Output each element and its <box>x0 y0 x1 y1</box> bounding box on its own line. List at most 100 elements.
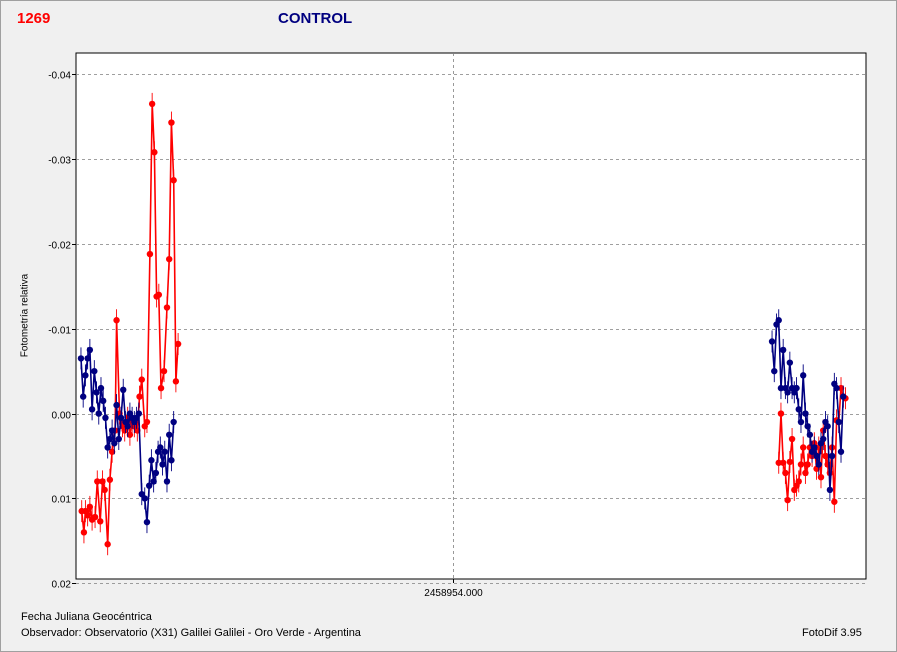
series-2-point <box>170 418 177 426</box>
series-1-point <box>86 503 94 511</box>
series-2-point <box>768 338 776 345</box>
series-1-point <box>143 418 151 426</box>
y-tick-label: -0.04 <box>48 71 71 82</box>
series-1-point <box>160 367 168 375</box>
series-2-point <box>828 452 836 460</box>
y-tick-label: 0.02 <box>52 580 72 591</box>
y-tick-label: -0.03 <box>48 156 71 167</box>
series-1-point <box>91 513 99 521</box>
series-2-point <box>833 384 840 392</box>
series-2-point <box>117 414 125 422</box>
observer-label: Observador: Observatorio (X31) Galilei G… <box>21 627 361 639</box>
y-tick-label: -0.01 <box>48 326 71 337</box>
series-2-point <box>104 444 111 451</box>
series-1-point <box>775 459 782 466</box>
series-2-point <box>108 427 116 434</box>
series-2-point <box>826 486 834 494</box>
series-2-point <box>779 346 787 354</box>
series-1-point <box>108 448 116 455</box>
series-2-point <box>166 431 173 438</box>
series-2-point <box>163 478 171 485</box>
series-1-point <box>104 541 111 548</box>
series-2-point <box>115 435 122 443</box>
series-2-point <box>95 410 102 417</box>
series-2-point <box>784 389 791 396</box>
series-2-point <box>79 393 87 400</box>
series-1-point <box>113 317 120 324</box>
series-2-point <box>113 401 120 409</box>
series-1-point <box>777 410 785 417</box>
series-1-point <box>804 461 811 468</box>
series-1-point <box>94 478 101 485</box>
series-1-point <box>101 486 108 494</box>
series-2-point <box>141 495 148 502</box>
series-2-point <box>797 418 805 426</box>
y-tick-label: 0.01 <box>52 495 72 506</box>
series-1-point <box>84 512 91 519</box>
series-2-point <box>813 452 820 460</box>
series-1-point <box>146 250 154 258</box>
software-label: FotoDif 3.95 <box>802 627 862 639</box>
series-2-point <box>835 418 842 426</box>
series-1-point <box>155 291 163 298</box>
series-1-point <box>174 340 182 348</box>
series-2-point <box>806 431 814 438</box>
series-2-point <box>100 397 107 405</box>
series-2-point <box>124 423 131 430</box>
series-2-point <box>148 457 155 464</box>
series-2-point <box>106 435 114 443</box>
series-2-point <box>795 406 802 413</box>
series-1-point <box>99 478 106 485</box>
series-2-point <box>145 482 153 489</box>
series-2-point <box>815 461 822 468</box>
y-tick-label: -0.02 <box>48 241 71 252</box>
series-2-point <box>150 478 157 485</box>
series-2-point <box>86 346 94 354</box>
series-2-point <box>820 435 827 443</box>
series-1-point <box>106 476 114 483</box>
series-1-point <box>138 376 145 383</box>
series-2-point <box>811 444 818 451</box>
series-2-point <box>804 423 811 430</box>
series-2-point <box>771 367 778 375</box>
series-2-point <box>77 355 85 362</box>
series-1-point <box>822 452 829 460</box>
series-2-point <box>91 367 98 375</box>
object-id-label: 1269 <box>17 10 51 27</box>
series-2-point <box>159 461 166 468</box>
series-1-point <box>126 431 134 438</box>
series-1-point <box>80 529 88 536</box>
series-2-point <box>111 440 118 447</box>
series-2-point <box>152 469 160 477</box>
series-2-point <box>102 414 109 422</box>
series-1-point <box>166 255 173 263</box>
series-1-point <box>782 469 789 477</box>
plot-background <box>75 52 867 580</box>
series-2-point <box>143 518 151 526</box>
series-2-point <box>82 372 89 379</box>
series-2-point <box>824 423 831 430</box>
series-2-point <box>793 384 800 392</box>
series-1-point <box>157 384 165 392</box>
series-2-point <box>837 448 845 455</box>
series-2-point <box>88 406 96 413</box>
x-tick-label: 2458954.000 <box>424 588 483 599</box>
series-1-point <box>817 473 825 481</box>
series-1-point <box>136 393 143 400</box>
series-1-point <box>837 384 845 392</box>
chart-title: CONTROL <box>278 10 353 27</box>
series-1-point <box>784 496 791 504</box>
series-2-point <box>135 410 143 417</box>
series-2-point <box>777 384 785 392</box>
series-2-point <box>786 359 794 366</box>
series-1-point <box>795 478 802 485</box>
series-1-point <box>788 435 796 443</box>
series-1-point <box>97 518 104 525</box>
series-2-point <box>84 355 91 362</box>
series-2-point <box>802 410 809 417</box>
series-1-point <box>797 461 805 468</box>
series-1-point <box>170 177 177 184</box>
series-1-point <box>799 444 807 451</box>
series-1-point <box>168 119 175 126</box>
